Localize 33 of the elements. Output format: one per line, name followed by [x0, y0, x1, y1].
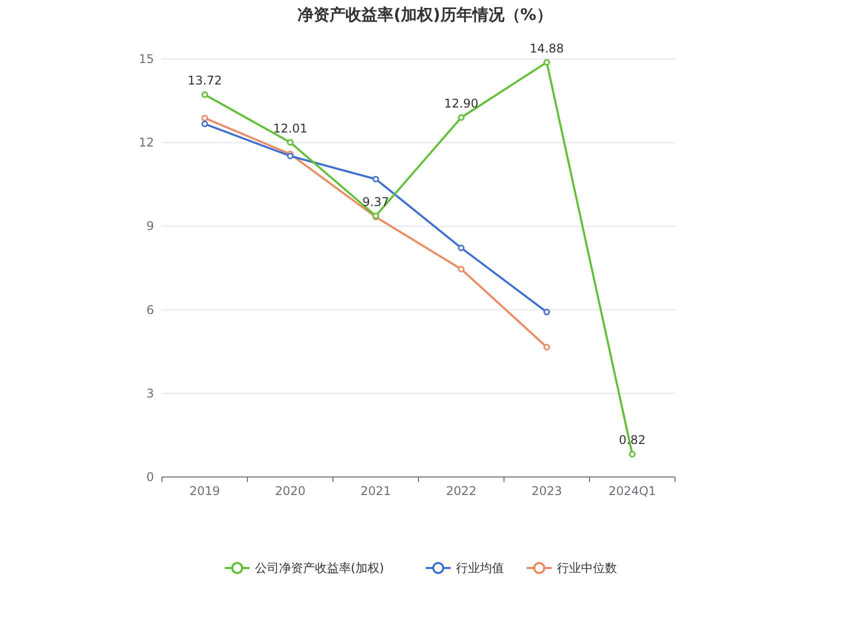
- legend-label: 行业中位数: [556, 561, 617, 575]
- legend-label: 公司净资产收益率(加权): [254, 561, 384, 575]
- data-label: 12.01: [273, 121, 308, 136]
- chart-title: 净资产收益率(加权)历年情况（%）: [298, 5, 552, 24]
- point: [202, 120, 208, 128]
- point: [202, 114, 208, 122]
- data-label: 13.72: [188, 74, 222, 88]
- legend-label: 行业均值: [456, 561, 504, 575]
- point: [458, 114, 464, 121]
- data-label: 14.88: [530, 41, 564, 56]
- y-tick-label: 6: [146, 302, 154, 317]
- point: [458, 266, 464, 272]
- point: [287, 139, 294, 146]
- y-tick-label: 3: [146, 386, 154, 400]
- data-label: 9.37: [362, 194, 390, 209]
- y-tick-label: 15: [138, 52, 154, 66]
- x-tick-label: 2019: [189, 484, 220, 498]
- point: [458, 244, 464, 252]
- point: [629, 450, 636, 458]
- x-tick-label: 2020: [274, 484, 306, 498]
- y-tick-label: 12: [138, 136, 154, 150]
- point: [544, 308, 550, 316]
- x-tick-label: 2024Q1: [608, 484, 656, 498]
- x-tick-label: 2023: [531, 484, 562, 498]
- point: [202, 91, 208, 98]
- point: [372, 176, 379, 182]
- x-tick-label: 2021: [360, 484, 392, 498]
- y-tick-label: 0: [146, 470, 154, 484]
- y-tick-label: 9: [146, 219, 154, 234]
- point: [544, 59, 550, 66]
- data-label: 12.90: [444, 96, 478, 111]
- point: [544, 344, 550, 350]
- x-tick-label: 2022: [446, 484, 477, 498]
